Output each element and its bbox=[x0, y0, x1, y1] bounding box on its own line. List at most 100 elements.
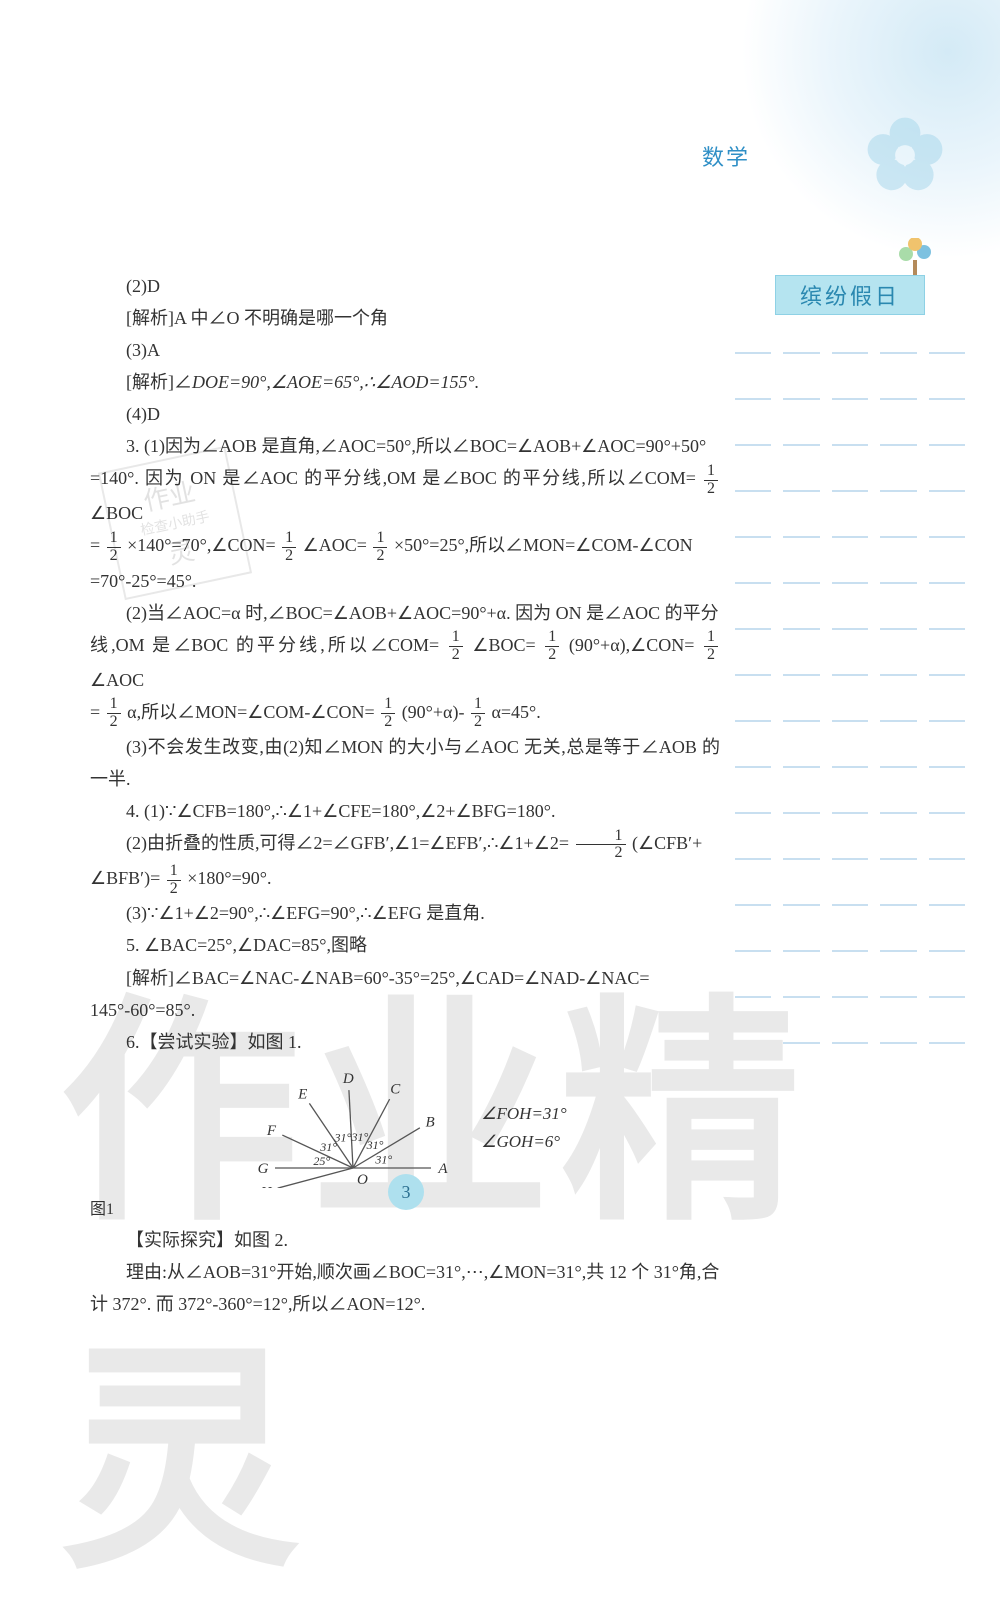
holiday-badge: 缤纷假日 bbox=[775, 275, 925, 315]
dash bbox=[783, 536, 819, 538]
dash bbox=[929, 628, 965, 630]
dash bbox=[832, 858, 868, 860]
figure-1: ABCDEFGH31°31°31°31°31°25°O ∠FOH=31° ∠GO… bbox=[90, 1068, 720, 1188]
svg-text:A: A bbox=[438, 1161, 449, 1177]
sidebar-line bbox=[735, 652, 965, 698]
dash bbox=[735, 904, 771, 906]
dash bbox=[929, 1042, 965, 1044]
dash bbox=[783, 1042, 819, 1044]
dash bbox=[832, 398, 868, 400]
subject-title: 数学 bbox=[702, 140, 750, 172]
line: [解析]∠BAC=∠NAC-∠NAB=60°-35°=25°,∠CAD=∠NAD… bbox=[90, 962, 720, 994]
dash bbox=[880, 490, 916, 492]
dash bbox=[880, 904, 916, 906]
line: [解析]∠DOE=90°,∠AOE=65°,∴∠AOD=155°. bbox=[90, 366, 720, 398]
dash bbox=[783, 858, 819, 860]
sidebar-line bbox=[735, 836, 965, 882]
dash bbox=[783, 996, 819, 998]
svg-text:25°: 25° bbox=[314, 1154, 331, 1168]
dash bbox=[783, 444, 819, 446]
dash bbox=[880, 582, 916, 584]
frac-half: 12 bbox=[704, 629, 718, 664]
dash bbox=[880, 996, 916, 998]
frac-half: 12 bbox=[381, 696, 395, 731]
sidebar-line bbox=[735, 422, 965, 468]
dash bbox=[783, 398, 819, 400]
sidebar-line bbox=[735, 1020, 965, 1066]
frac-half: 12 bbox=[107, 530, 121, 565]
dash bbox=[832, 720, 868, 722]
line: [解析]A 中∠O 不明确是哪一个角 bbox=[90, 302, 720, 334]
line: (3)不会发生改变,由(2)知∠MON 的大小与∠AOC 无关,总是等于∠AOB… bbox=[90, 731, 720, 795]
line: (3)∵∠1+∠2=90°,∴∠EFG=90°,∴∠EFG 是直角. bbox=[90, 897, 720, 929]
sidebar-line bbox=[735, 606, 965, 652]
dash bbox=[929, 674, 965, 676]
frac-half: 12 bbox=[282, 530, 296, 565]
dash bbox=[929, 352, 965, 354]
svg-text:B: B bbox=[426, 1114, 435, 1130]
sidebar-line bbox=[735, 330, 965, 376]
line: 理由:从∠AOB=31°开始,顺次画∠BOC=31°,⋯,∠MON=31°,共 … bbox=[90, 1256, 720, 1288]
line: ∠BFB′)= 12 ×180°=90°. bbox=[90, 862, 720, 897]
dash bbox=[929, 582, 965, 584]
sidebar-line bbox=[735, 974, 965, 1020]
label-foh: ∠FOH=31° bbox=[481, 1100, 566, 1127]
line: 145°-60°=85°. bbox=[90, 994, 720, 1026]
main-content: (2)D [解析]A 中∠O 不明确是哪一个角 (3)A [解析]∠DOE=90… bbox=[90, 270, 720, 1320]
frac-half: 12 bbox=[167, 863, 181, 898]
dash bbox=[735, 352, 771, 354]
dash bbox=[735, 766, 771, 768]
dash bbox=[783, 628, 819, 630]
dash bbox=[783, 766, 819, 768]
sidebar-line bbox=[735, 698, 965, 744]
dash bbox=[735, 674, 771, 676]
dash bbox=[880, 720, 916, 722]
dash bbox=[735, 398, 771, 400]
line: (4)D bbox=[90, 398, 720, 430]
line-body: DOE=90°,∠AOE=65°,∴∠AOD=155°. bbox=[192, 372, 479, 392]
sidebar-line bbox=[735, 882, 965, 928]
dash bbox=[880, 812, 916, 814]
dash bbox=[880, 536, 916, 538]
sidebar-lines bbox=[735, 330, 965, 1066]
dash bbox=[880, 858, 916, 860]
dash bbox=[832, 904, 868, 906]
dash bbox=[735, 582, 771, 584]
dash bbox=[929, 720, 965, 722]
dash bbox=[880, 950, 916, 952]
dash bbox=[880, 352, 916, 354]
svg-text:G: G bbox=[258, 1161, 269, 1177]
dash bbox=[832, 674, 868, 676]
dash bbox=[783, 674, 819, 676]
dash bbox=[832, 444, 868, 446]
dash bbox=[783, 490, 819, 492]
dash bbox=[880, 766, 916, 768]
svg-text:F: F bbox=[266, 1123, 277, 1139]
dash bbox=[880, 628, 916, 630]
svg-text:31°: 31° bbox=[351, 1129, 369, 1143]
line: 6.【尝试实验】如图 1. bbox=[90, 1026, 720, 1058]
dash bbox=[832, 996, 868, 998]
dash bbox=[735, 490, 771, 492]
dash bbox=[735, 996, 771, 998]
frac-half: 12 bbox=[449, 629, 463, 664]
dash bbox=[832, 766, 868, 768]
frac-half: 12 bbox=[373, 530, 387, 565]
line: =140°. 因为 ON 是∠AOC 的平分线,OM 是∠BOC 的平分线,所以… bbox=[90, 462, 720, 529]
frac-half: 12 bbox=[576, 828, 626, 863]
line: 4. (1)∵∠CFB=180°,∴∠1+∠CFE=180°,∠2+∠BFG=1… bbox=[90, 795, 720, 827]
frac-half: 12 bbox=[545, 629, 559, 664]
svg-text:O: O bbox=[357, 1172, 368, 1188]
sidebar-line bbox=[735, 744, 965, 790]
dash bbox=[929, 950, 965, 952]
dash bbox=[832, 628, 868, 630]
svg-text:E: E bbox=[297, 1086, 307, 1102]
dash bbox=[735, 858, 771, 860]
sidebar-line bbox=[735, 928, 965, 974]
dash bbox=[832, 812, 868, 814]
line: 【实际探究】如图 2. bbox=[90, 1224, 720, 1256]
dash bbox=[783, 950, 819, 952]
dash bbox=[880, 398, 916, 400]
dash bbox=[929, 996, 965, 998]
dash bbox=[783, 352, 819, 354]
